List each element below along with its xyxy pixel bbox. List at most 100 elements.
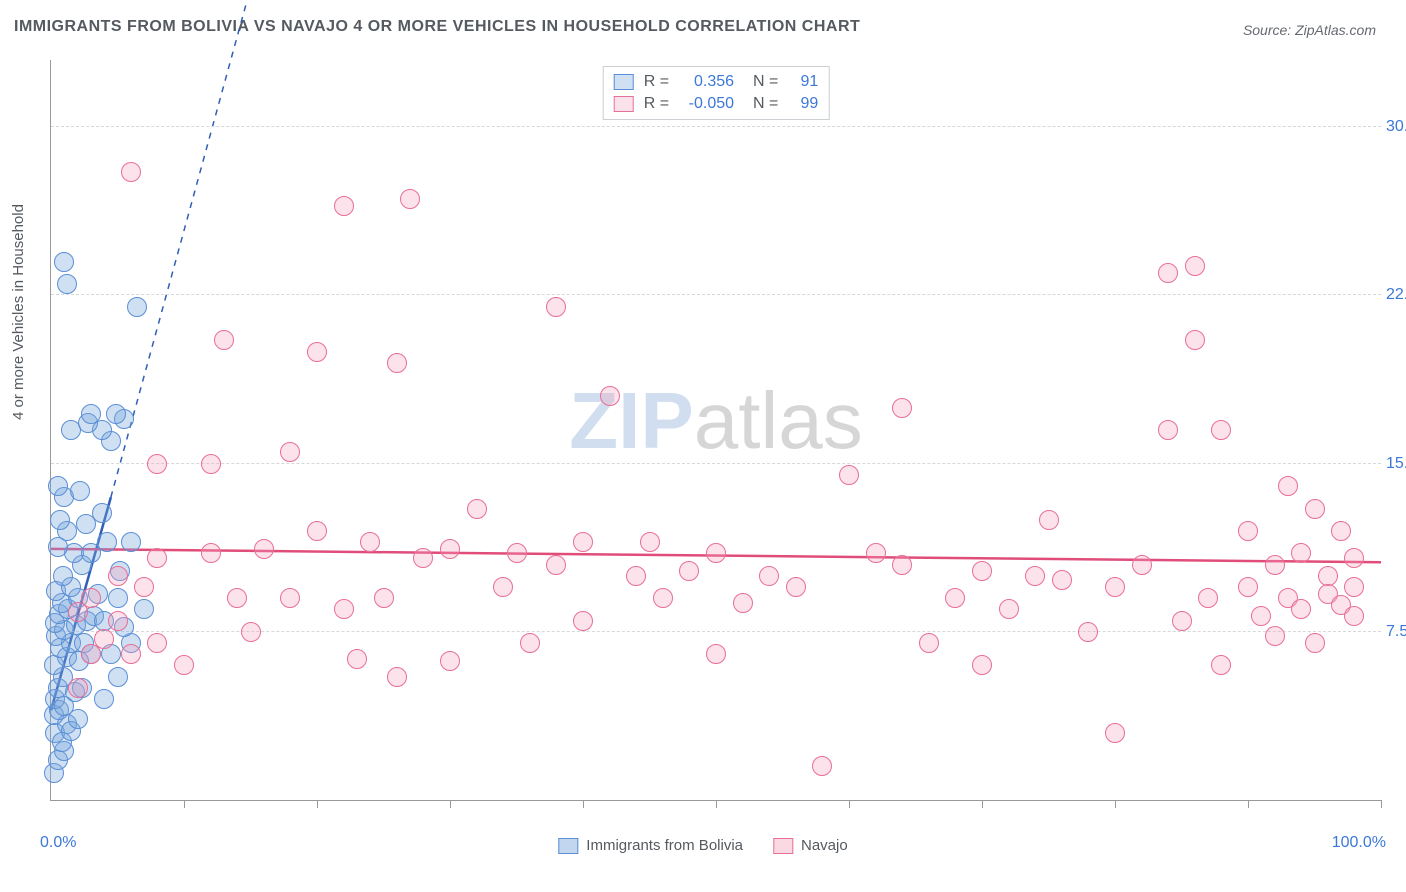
data-point: [108, 588, 128, 608]
data-point: [70, 481, 90, 501]
data-point: [1211, 420, 1231, 440]
data-point: [1185, 256, 1205, 276]
legend-swatch: [558, 838, 578, 854]
data-point: [280, 442, 300, 462]
y-tick-label: 30.0%: [1386, 118, 1406, 136]
data-point: [1158, 263, 1178, 283]
data-point: [214, 330, 234, 350]
data-point: [467, 499, 487, 519]
data-point: [546, 297, 566, 317]
legend-swatch: [773, 838, 793, 854]
data-point: [440, 539, 460, 559]
x-tick-mark: [1115, 800, 1116, 808]
legend-stat-row: R = -0.050 N = 99: [614, 93, 819, 115]
x-tick-mark: [583, 800, 584, 808]
data-point: [1158, 420, 1178, 440]
data-point: [972, 655, 992, 675]
data-point: [679, 561, 699, 581]
data-point: [573, 611, 593, 631]
legend-swatch: [614, 74, 634, 90]
y-gridline: [51, 126, 1381, 127]
data-point: [1305, 633, 1325, 653]
data-point: [507, 543, 527, 563]
data-point: [1025, 566, 1045, 586]
data-point: [1198, 588, 1218, 608]
data-point: [108, 667, 128, 687]
legend-swatch: [614, 96, 634, 112]
data-point: [227, 588, 247, 608]
data-point: [1305, 499, 1325, 519]
data-point: [706, 644, 726, 664]
stat-n-label: N =: [744, 71, 778, 93]
data-point: [972, 561, 992, 581]
data-point: [493, 577, 513, 597]
data-point: [546, 555, 566, 575]
data-point: [653, 588, 673, 608]
legend-series-item: Immigrants from Bolivia: [558, 837, 743, 854]
data-point: [1278, 476, 1298, 496]
data-point: [866, 543, 886, 563]
x-tick-mark: [1248, 800, 1249, 808]
stat-r-value: -0.050: [679, 93, 734, 115]
data-point: [68, 678, 88, 698]
x-tick-mark: [450, 800, 451, 808]
data-point: [945, 588, 965, 608]
data-point: [307, 521, 327, 541]
y-gridline: [51, 294, 1381, 295]
data-point: [201, 543, 221, 563]
data-point: [1291, 599, 1311, 619]
data-point: [94, 689, 114, 709]
stat-n-label: N =: [744, 93, 778, 115]
data-point: [81, 588, 101, 608]
data-point: [53, 566, 73, 586]
data-point: [106, 404, 126, 424]
data-point: [54, 252, 74, 272]
data-point: [147, 633, 167, 653]
data-point: [892, 555, 912, 575]
x-tick-mark: [849, 800, 850, 808]
data-point: [108, 566, 128, 586]
y-tick-label: 7.5%: [1386, 623, 1406, 641]
trend-line-extrapolated: [111, 0, 397, 497]
data-point: [307, 342, 327, 362]
source-label: Source:: [1243, 22, 1291, 38]
data-point: [121, 644, 141, 664]
x-tick-mark: [1381, 800, 1382, 808]
data-point: [121, 532, 141, 552]
data-point: [1238, 521, 1258, 541]
stat-r-value: 0.356: [679, 71, 734, 93]
data-point: [626, 566, 646, 586]
stat-r-label: R =: [644, 93, 669, 115]
data-point: [520, 633, 540, 653]
stat-n-value: 99: [788, 93, 818, 115]
data-point: [640, 532, 660, 552]
data-point: [81, 404, 101, 424]
data-point: [1105, 723, 1125, 743]
data-point: [374, 588, 394, 608]
trend-lines-layer: [51, 60, 1381, 800]
x-axis-min-label: 0.0%: [40, 834, 76, 852]
data-point: [347, 649, 367, 669]
watermark-zip: ZIP: [569, 376, 693, 465]
legend-series-item: Navajo: [773, 837, 848, 854]
data-point: [1039, 510, 1059, 530]
x-tick-mark: [716, 800, 717, 808]
stat-r-label: R =: [644, 71, 669, 93]
x-tick-mark: [317, 800, 318, 808]
data-point: [108, 611, 128, 631]
data-point: [400, 189, 420, 209]
stat-n-value: 91: [788, 71, 818, 93]
data-point: [1344, 606, 1364, 626]
data-point: [1265, 626, 1285, 646]
data-point: [892, 398, 912, 418]
data-point: [786, 577, 806, 597]
y-tick-label: 15.0%: [1386, 455, 1406, 473]
data-point: [1344, 548, 1364, 568]
data-point: [387, 353, 407, 373]
data-point: [1291, 543, 1311, 563]
data-point: [1052, 570, 1072, 590]
y-gridline: [51, 463, 1381, 464]
data-point: [1211, 655, 1231, 675]
data-point: [919, 633, 939, 653]
correlation-legend: R = 0.356 N = 91 R = -0.050 N = 99: [603, 66, 830, 120]
